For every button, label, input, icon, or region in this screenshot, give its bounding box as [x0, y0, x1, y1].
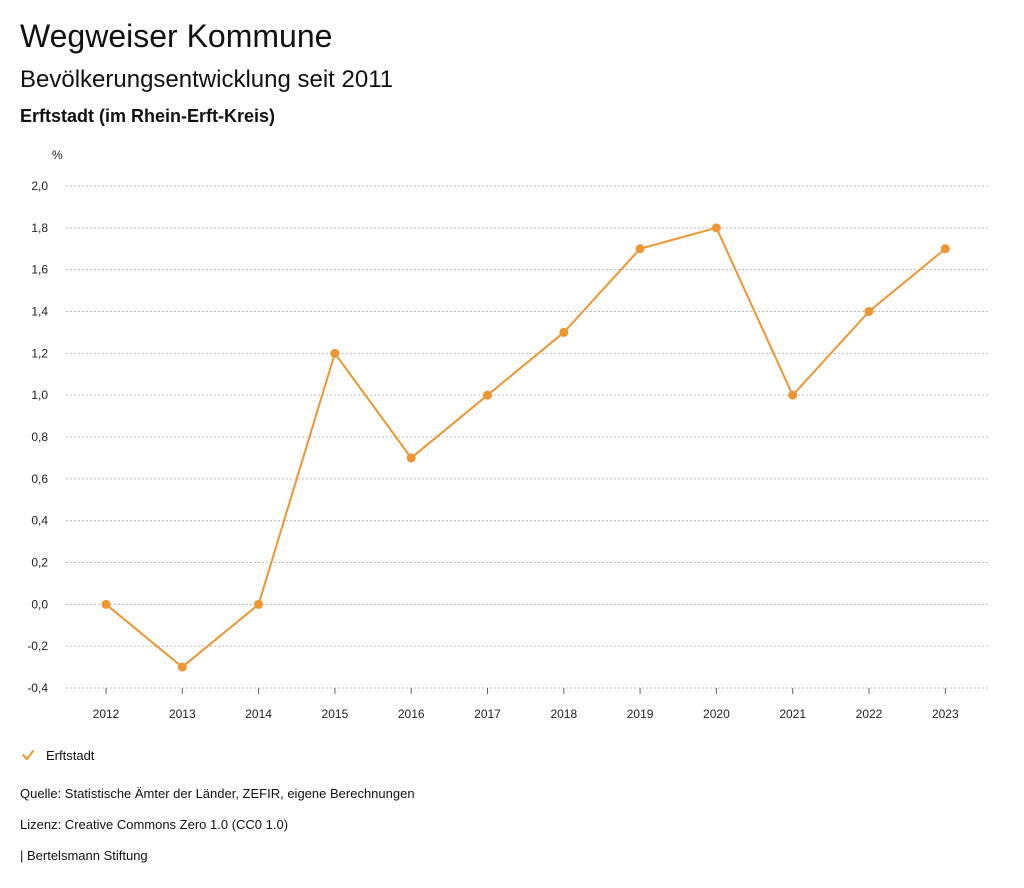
legend[interactable]: Erftstadt — [20, 744, 94, 766]
y-tick-label: 1,2 — [31, 346, 48, 360]
x-tick-label: 2020 — [703, 707, 730, 721]
data-point — [254, 599, 264, 609]
page-title: Wegweiser Kommune — [20, 18, 333, 54]
y-tick-label: 0,6 — [31, 472, 48, 486]
y-tick-label: 2,0 — [31, 179, 48, 193]
x-tick-label: 2017 — [474, 707, 501, 721]
x-tick-label: 2022 — [856, 707, 883, 721]
y-tick-label: 1,0 — [31, 388, 48, 402]
data-point — [330, 348, 340, 358]
chart-subtitle: Bevölkerungsentwicklung seit 2011 — [20, 66, 394, 93]
line-chart: % -0,4 -0,2 0,0 0,2 0,4 0,6 0,8 1,0 1,2 1,4 1,6 1,8… — [27, 148, 990, 721]
data-point — [635, 244, 645, 254]
x-tick-label: 2015 — [322, 707, 349, 721]
x-tick-label: 2019 — [627, 707, 654, 721]
y-tick-label: 0,4 — [31, 514, 48, 528]
x-tick-label: 2012 — [93, 707, 120, 721]
x-tick-label: 2018 — [550, 707, 577, 721]
x-tick-label: 2013 — [169, 707, 196, 721]
legend-label: Erftstadt — [46, 747, 95, 763]
x-tick-label: 2021 — [779, 707, 806, 721]
y-tick-label: -0,2 — [27, 639, 48, 653]
data-point — [711, 223, 721, 233]
y-tick-label: 0,8 — [31, 430, 48, 444]
data-point — [101, 599, 111, 609]
check-icon — [22, 750, 34, 760]
y-tick-label: 0,2 — [31, 556, 48, 570]
publisher-note: | Bertelsmann Stiftung — [20, 848, 148, 863]
y-tick-label: 1,6 — [31, 263, 48, 277]
y-tick-label: 1,4 — [31, 305, 48, 319]
data-point — [940, 244, 950, 254]
x-tick-label: 2016 — [398, 707, 425, 721]
region-label: Erftstadt (im Rhein-Erft-Kreis) — [20, 106, 276, 126]
y-axis-unit-label: % — [52, 148, 63, 162]
y-tick-label: 1,8 — [31, 221, 48, 235]
x-tick-label: 2023 — [932, 707, 959, 721]
data-point — [788, 390, 798, 400]
data-point — [406, 453, 416, 463]
series-line — [105, 226, 946, 669]
data-point — [559, 327, 569, 337]
data-point — [864, 307, 874, 316]
data-point — [483, 390, 492, 400]
source-note: Quelle: Statistische Ämter der Länder, Z… — [20, 786, 415, 801]
data-point — [177, 662, 187, 672]
y-tick-label: -0,4 — [27, 681, 48, 695]
x-tick-label: 2014 — [245, 707, 272, 721]
y-tick-label: 0,0 — [31, 597, 48, 611]
license-note: Lizenz: Creative Commons Zero 1.0 (CC0 1… — [20, 817, 289, 832]
